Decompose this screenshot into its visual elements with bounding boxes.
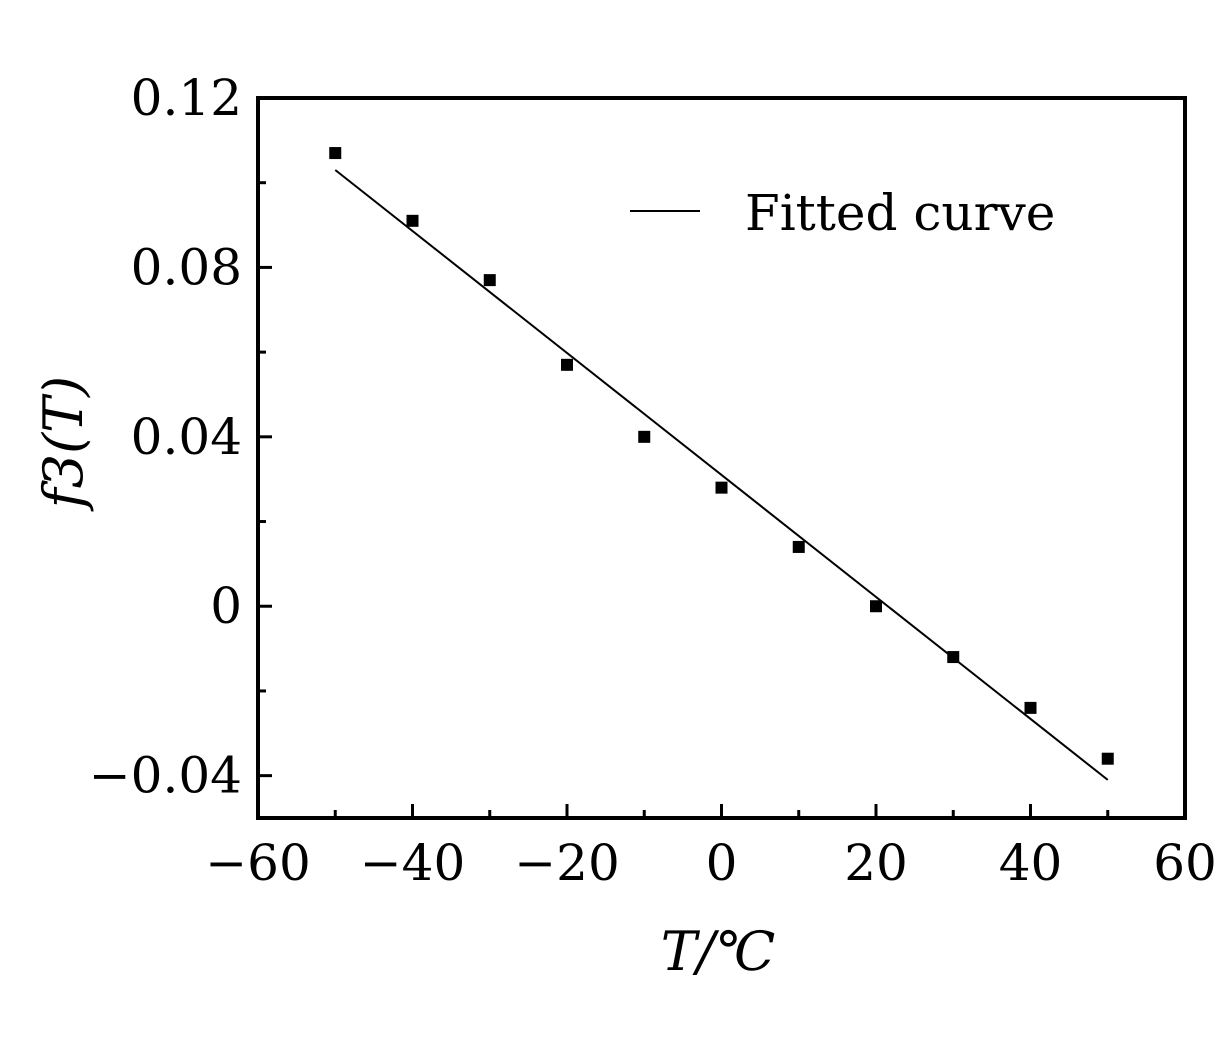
data-point [715,481,728,494]
y-tick-label: −0.04 [89,747,242,805]
y-tick-label: 0 [210,577,242,635]
data-point [638,430,651,443]
x-tick-label: −20 [514,834,620,892]
data-point [947,651,960,664]
data-point [792,540,805,553]
series-layer [329,147,1114,781]
y-tick-label: 0.08 [131,238,242,296]
fitted-curve-line [334,169,1109,781]
x-tick-label: 0 [706,834,738,892]
y-axis-title: f3(T) [32,376,95,513]
y-tick-label: 0.04 [131,408,242,466]
x-tick-labels: −60 −40 −20 0 20 40 60 [205,834,1217,892]
x-tick-label: 20 [844,834,908,892]
y-tick-label: 0.12 [131,69,242,127]
legend: Fitted curve [630,184,1055,242]
data-point [870,600,882,613]
x-tick-label: 40 [999,834,1063,892]
data-point [406,214,419,227]
x-axis-title: T/℃ [661,920,776,983]
legend-label-fitted-curve: Fitted curve [745,184,1055,242]
axis-ticks [256,96,1187,818]
data-point [561,358,573,371]
data-point [1101,752,1114,765]
data-point [483,274,496,287]
data-point [1024,701,1037,714]
y-tick-labels: −0.04 0 0.04 0.08 0.12 [89,69,242,805]
x-tick-label: 60 [1153,834,1217,892]
data-point [329,147,342,160]
x-tick-label: −40 [360,834,466,892]
x-tick-label: −60 [205,834,311,892]
